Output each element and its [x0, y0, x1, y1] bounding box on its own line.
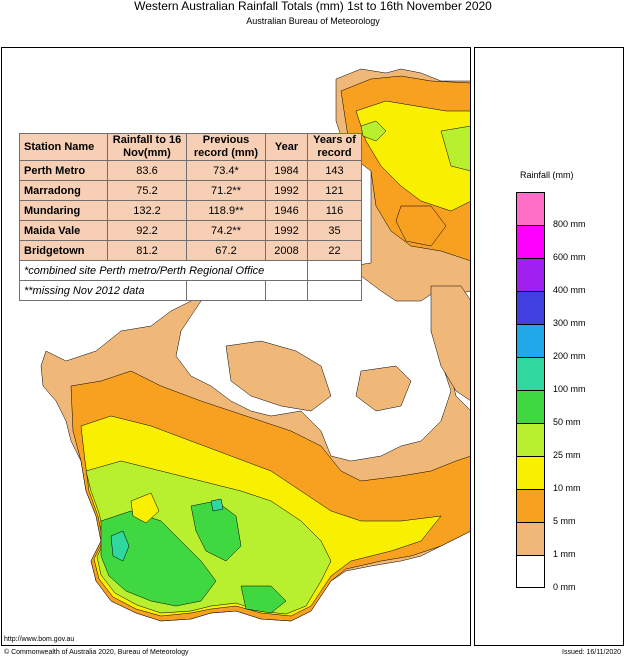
footer-copyright: © Commonwealth of Australia 2020, Bureau… [4, 649, 189, 656]
previous-record: 74.2** [186, 220, 266, 241]
table-row: Mundaring 132.2 118.9** 1946 116 [19, 200, 362, 221]
station-name: Bridgetown [19, 240, 108, 261]
legend-label: 0 mm [553, 582, 576, 592]
legend-swatch [516, 258, 545, 291]
table-note-row: *combined site Perth metro/Perth Regiona… [19, 260, 362, 281]
legend-swatch [516, 522, 545, 555]
legend-label: 10 mm [553, 483, 581, 493]
legend-label: 25 mm [553, 450, 581, 460]
record-year: 2008 [265, 240, 308, 261]
legend-label: 200 mm [553, 351, 586, 361]
map-green-patch [440, 125, 470, 172]
legend-swatch [516, 192, 545, 225]
table-note-blank [186, 280, 266, 301]
legend-swatch [516, 357, 545, 390]
years-of-record: 35 [307, 220, 362, 241]
legend-swatch [516, 456, 545, 489]
years-of-record: 121 [307, 180, 362, 201]
table-row: Marradong 75.2 71.2** 1992 121 [19, 180, 362, 201]
record-year: 1946 [265, 200, 308, 221]
rainfall-value: 132.2 [107, 200, 187, 221]
map-title: Western Australian Rainfall Totals (mm) … [134, 0, 492, 13]
station-name: Marradong [19, 180, 108, 201]
rainfall-value: 75.2 [107, 180, 187, 201]
previous-record: 67.2 [186, 240, 266, 261]
legend-swatch [516, 423, 545, 456]
legend-swatch [516, 225, 545, 258]
map-green-sw [100, 510, 217, 607]
table-note-blank [265, 280, 308, 301]
previous-record: 118.9** [186, 200, 266, 221]
table-row: Perth Metro 83.6 73.4* 1984 143 [19, 160, 362, 181]
table-note-row: **missing Nov 2012 data [19, 280, 362, 301]
legend-label: 400 mm [553, 285, 586, 295]
table-header-station: Station Name [19, 133, 108, 161]
record-year: 1992 [265, 220, 308, 241]
station-name: Perth Metro [19, 160, 108, 181]
record-year: 1992 [265, 180, 308, 201]
legend-label: 600 mm [553, 252, 586, 262]
legend-label: 100 mm [553, 384, 586, 394]
legend-label: 300 mm [553, 318, 586, 328]
table-row: Bridgetown 81.2 67.2 2008 22 [19, 240, 362, 261]
footer-issued-date: Issued: 16/11/2020 [562, 649, 622, 656]
legend-panel [474, 47, 624, 646]
table-header-rainfall: Rainfall to 16 Nov(mm) [107, 133, 187, 161]
years-of-record: 22 [307, 240, 362, 261]
table-note: **missing Nov 2012 data [19, 280, 187, 301]
footer-url[interactable]: http://www.bom.gov.au [4, 636, 75, 643]
legend-title: Rainfall (mm) [520, 170, 574, 180]
legend-label: 50 mm [553, 417, 581, 427]
station-name: Mundaring [19, 200, 108, 221]
legend-swatch [516, 324, 545, 357]
rainfall-map-graphic [40, 68, 470, 622]
map-yellow-patch-coast [130, 492, 160, 524]
table-note-blank [307, 280, 362, 301]
legend-label: 1 mm [553, 549, 576, 559]
record-year: 1984 [265, 160, 308, 181]
record-rainfall-table: Station Name Rainfall to 16 Nov(mm) Prev… [19, 133, 362, 301]
years-of-record: 143 [307, 160, 362, 181]
table-header-year: Year [265, 133, 308, 161]
table-note-blank [307, 260, 362, 281]
map-tan-patch [430, 285, 470, 401]
table-header-row: Station Name Rainfall to 16 Nov(mm) Prev… [19, 133, 362, 161]
previous-record: 71.2** [186, 180, 266, 201]
table-row: Maida Vale 92.2 74.2** 1992 35 [19, 220, 362, 241]
legend-label: 5 mm [553, 516, 576, 526]
previous-record: 73.4* [186, 160, 266, 181]
legend-swatch [516, 489, 545, 522]
table-note: *combined site Perth metro/Perth Regiona… [19, 260, 308, 281]
rainfall-value: 83.6 [107, 160, 187, 181]
map-subtitle: Australian Bureau of Meteorology [246, 16, 380, 26]
legend-swatch [516, 555, 545, 588]
legend-label: 800 mm [553, 219, 586, 229]
map-green-patch-south [240, 585, 287, 614]
legend-swatch [516, 291, 545, 324]
station-name: Maida Vale [19, 220, 108, 241]
map-orange-patch [395, 205, 447, 247]
map-cyan-patch [110, 530, 130, 562]
table-header-previous: Previous record (mm) [186, 133, 266, 161]
map-yellow-patch [355, 100, 470, 212]
years-of-record: 116 [307, 200, 362, 221]
map-tan-patch [355, 365, 412, 412]
map-green-patch [360, 120, 387, 142]
rainfall-value: 92.2 [107, 220, 187, 241]
map-tan-patch [225, 340, 332, 412]
legend-swatch [516, 390, 545, 423]
rainfall-value: 81.2 [107, 240, 187, 261]
map-cyan-patch [210, 498, 224, 512]
table-header-years-of-record: Years of record [307, 133, 362, 161]
